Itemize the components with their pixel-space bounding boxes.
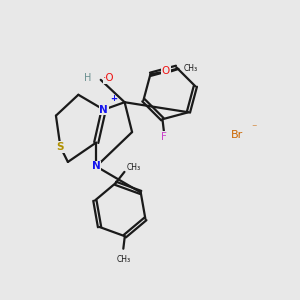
Text: CH₃: CH₃ <box>116 255 130 264</box>
Text: CH₃: CH₃ <box>183 64 197 73</box>
Text: N: N <box>92 161 100 171</box>
Text: F: F <box>161 132 167 142</box>
Text: H: H <box>84 73 92 83</box>
Text: O: O <box>162 66 170 76</box>
Text: O: O <box>162 66 170 76</box>
Text: F: F <box>161 132 167 142</box>
Text: N: N <box>99 105 108 115</box>
Text: ·O: ·O <box>103 73 115 83</box>
Text: N: N <box>92 161 100 171</box>
Text: +: + <box>110 94 117 103</box>
Text: N: N <box>99 105 108 115</box>
Text: Br: Br <box>230 130 243 140</box>
Text: S: S <box>57 142 64 152</box>
Text: ⁻: ⁻ <box>251 124 256 134</box>
Text: S: S <box>57 142 64 152</box>
Text: +: + <box>110 94 117 103</box>
Text: CH₃: CH₃ <box>127 163 141 172</box>
